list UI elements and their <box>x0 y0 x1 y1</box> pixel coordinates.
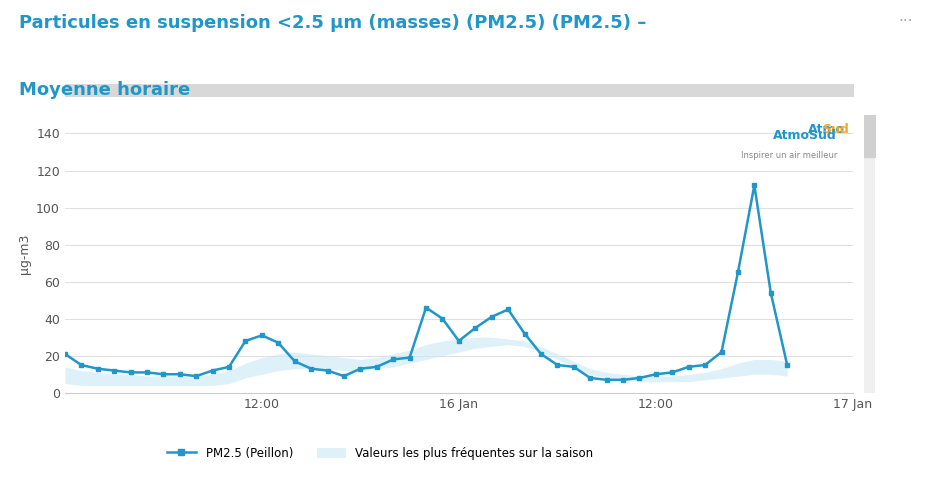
Legend: PM2.5 (Peillon), Valeurs les plus fréquentes sur la saison: PM2.5 (Peillon), Valeurs les plus fréque… <box>162 442 598 465</box>
Text: AtmoSud: AtmoSud <box>773 129 837 142</box>
Text: Sud: Sud <box>822 123 849 137</box>
Text: Particules en suspension <2.5 μm (masses) (PM2.5) (PM2.5) –: Particules en suspension <2.5 μm (masses… <box>19 14 646 33</box>
Y-axis label: μg-m3: μg-m3 <box>18 234 31 274</box>
Text: Inspirer un air meilleur: Inspirer un air meilleur <box>741 151 837 160</box>
Text: Atmo: Atmo <box>808 123 844 137</box>
Text: Moyenne horaire: Moyenne horaire <box>19 81 190 100</box>
Text: ···: ··· <box>898 14 913 29</box>
